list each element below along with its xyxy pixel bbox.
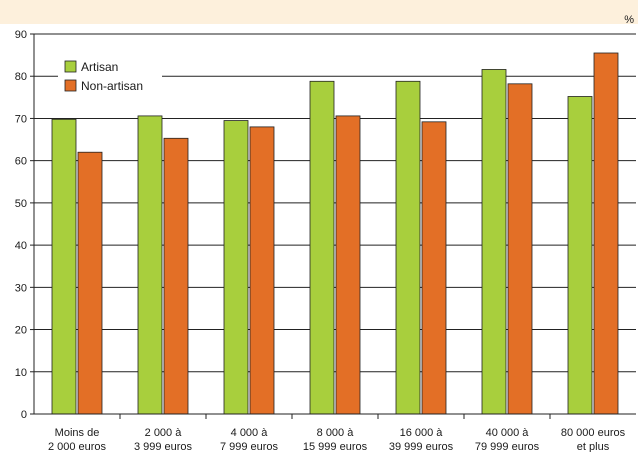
bar-artisan <box>51 118 77 415</box>
gridlines <box>34 33 636 373</box>
y-tick-label: 80 <box>15 71 27 83</box>
x-axis: Moins de 2 000 euros 2 000 à 3 999 euros 4 0… <box>33 34 636 452</box>
x-tick-label-line: 2 000 à <box>145 427 183 439</box>
x-tick-label-line: 2 000 euros <box>48 441 107 452</box>
x-tick-label: 2 000 à 3 999 euros <box>134 427 193 452</box>
legend-label: Artisan <box>81 60 118 74</box>
bar-non-artisan <box>593 52 619 415</box>
y-tick-label: 50 <box>15 198 27 210</box>
x-tick-label: Moins de 2 000 euros <box>48 427 107 452</box>
bar-non-artisan <box>163 137 189 415</box>
legend-swatch <box>64 60 77 73</box>
y-tick-label: 10 <box>15 367 27 379</box>
bar-artisan <box>309 80 335 415</box>
x-tick-label-line: 4 000 à <box>231 427 269 439</box>
y-tick-label: 60 <box>15 156 27 168</box>
bar-artisan <box>567 96 593 415</box>
y-tick-label: 40 <box>15 240 27 252</box>
bar-non-artisan <box>335 115 361 415</box>
x-tick-label: 4 000 à 7 999 euros <box>220 427 279 452</box>
bar-non-artisan <box>507 83 533 415</box>
x-tick-label-line: Moins de <box>55 427 100 439</box>
bar-artisan <box>223 120 249 415</box>
bar-non-artisan <box>249 126 275 415</box>
y-tick-label: 90 <box>15 29 27 41</box>
y-tick-label: 20 <box>15 325 27 337</box>
x-tick-label: 80 000 euros et plus <box>561 427 626 452</box>
x-tick-label-line: 80 000 euros <box>561 427 626 439</box>
x-tick-label-line: 40 000 à <box>486 427 530 439</box>
y-tick-label: 70 <box>15 113 27 125</box>
x-tick-label-line: 79 999 euros <box>475 441 540 452</box>
bar-artisan <box>481 69 507 415</box>
x-tick-label-line: 7 999 euros <box>220 441 279 452</box>
legend: Artisan Non-artisan <box>58 54 162 96</box>
x-tick-label-line: 8 000 à <box>317 427 355 439</box>
x-tick-label-line: 16 000 à <box>400 427 444 439</box>
unit-label: % <box>624 14 634 26</box>
x-tick-label-line: et plus <box>577 441 610 452</box>
legend-label: Non-artisan <box>81 79 143 93</box>
y-axis-ticks: 0 10 20 30 40 50 60 70 80 90 <box>15 29 34 421</box>
bar-artisan <box>395 80 421 415</box>
x-tick-label-line: 39 999 euros <box>389 441 454 452</box>
bars-group <box>51 52 619 415</box>
bar-non-artisan <box>77 151 103 415</box>
x-tick-label-line: 3 999 euros <box>134 441 193 452</box>
x-tick-label: 8 000 à 15 999 euros <box>303 427 368 452</box>
bar-non-artisan <box>421 121 447 415</box>
y-tick-label: 0 <box>21 409 27 421</box>
legend-swatch <box>64 79 77 92</box>
top-band <box>0 0 638 24</box>
x-tick-label-line: 15 999 euros <box>303 441 368 452</box>
bar-artisan <box>137 115 163 415</box>
y-tick-label: 30 <box>15 282 27 294</box>
x-tick-label: 40 000 à 79 999 euros <box>475 427 540 452</box>
x-tick-label: 16 000 à 39 999 euros <box>389 427 454 452</box>
